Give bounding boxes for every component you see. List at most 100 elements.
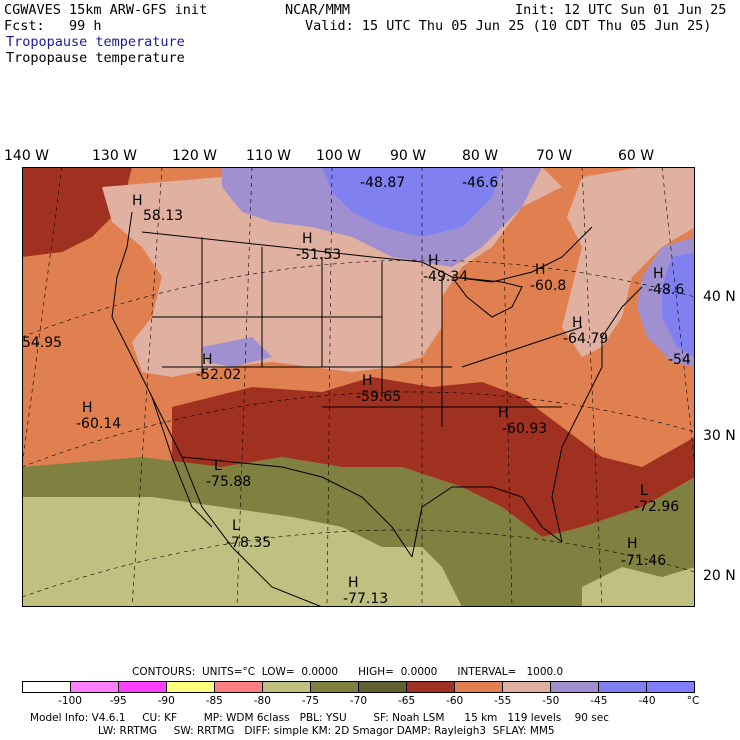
- extremum-value: -72.96: [634, 499, 680, 515]
- color-scale-tick-label: -50: [542, 695, 560, 707]
- boundaries: [111, 211, 643, 607]
- color-scale-swatch: [599, 682, 647, 692]
- graticule: [22, 167, 695, 607]
- lon-line: [326, 167, 333, 607]
- extremum-symbol: H: [348, 575, 359, 591]
- fill-region-light-olive-east: [582, 567, 695, 607]
- fill-region-blue-west: [202, 337, 272, 367]
- contours-info: CONTOURS: UNITS=°C LOW= 0.0000 HIGH= 0.0…: [132, 666, 564, 678]
- color-scale-tick-label: -100: [58, 695, 82, 707]
- extremum-value: -71.46: [621, 553, 667, 569]
- color-scale-bar: [22, 681, 695, 693]
- color-scale-swatch: [23, 682, 71, 692]
- color-scale-swatch: [71, 682, 119, 692]
- lat-label: 40 N: [703, 289, 736, 305]
- extremum-value: -60.14: [76, 416, 122, 432]
- lat-label: 30 N: [703, 428, 736, 444]
- color-scale-swatch: [551, 682, 599, 692]
- fill-region-blue-east-core: [662, 252, 695, 357]
- color-scale-swatch: [119, 682, 167, 692]
- extremum-value: 58.13: [143, 208, 184, 224]
- lat-line-20: [22, 529, 695, 598]
- extremum-symbol: H: [302, 231, 313, 247]
- extremum-symbol: H: [362, 373, 373, 389]
- color-scale-tick-label: -70: [349, 695, 368, 707]
- extremum-value: -52.02: [196, 367, 242, 383]
- color-scale-swatch: [647, 682, 694, 692]
- extremum-value: 54.95: [22, 335, 63, 351]
- lon-line: [581, 167, 603, 607]
- extremum-value: -54: [668, 352, 691, 368]
- extremum-symbol: H: [653, 266, 664, 282]
- lon-label: 90 W: [390, 148, 427, 164]
- extremum-value: -59.65: [356, 389, 402, 405]
- east-coast: [551, 286, 643, 543]
- gulf-coast: [411, 486, 563, 558]
- extremum-value: -64.79: [563, 331, 609, 347]
- color-scale-tick-label: -55: [494, 695, 512, 707]
- lat-line-40: [22, 259, 695, 338]
- model-info-line1: Model Info: V4.6.1 CU: KF MP: WDM 6class…: [30, 712, 609, 724]
- lon-line: [22, 167, 63, 468]
- lat-label: 20 N: [703, 568, 736, 584]
- color-scale-swatch: [263, 682, 311, 692]
- extremum-value: -77.13: [343, 591, 389, 607]
- color-scale-tick-label: -45: [590, 695, 608, 707]
- color-scale-swatch: [215, 682, 263, 692]
- lon-label: 100 W: [316, 148, 362, 164]
- fill-region-blue-north-core: [322, 167, 502, 237]
- extremum-value: -78.35: [226, 535, 272, 551]
- extremum-value: -60.8: [530, 278, 567, 294]
- extremum-symbol: H: [82, 400, 93, 416]
- lon-label: 140 W: [4, 148, 50, 164]
- color-scale-tick-label: -85: [205, 695, 223, 707]
- state-lines: [152, 237, 583, 427]
- extremum-symbol: L: [232, 518, 240, 534]
- extremum-symbol: H: [428, 253, 439, 269]
- lon-line: [501, 167, 513, 607]
- extremum-value: -60.93: [502, 421, 548, 437]
- lon-label: 80 W: [462, 148, 499, 164]
- color-scale-swatch: [455, 682, 503, 692]
- tropopause-temperature-map: [22, 167, 695, 607]
- fill-field-label: Tropopause temperature: [6, 50, 185, 66]
- forecast-hour: Fcst: 99 h: [4, 18, 102, 34]
- color-scale-swatch: [167, 682, 215, 692]
- extremum-symbol: H: [202, 352, 213, 368]
- lon-label: 110 W: [246, 148, 292, 164]
- valid-time: Valid: 15 UTC Thu 05 Jun 25 (10 CDT Thu …: [305, 18, 712, 34]
- lon-label: 60 W: [618, 148, 655, 164]
- lon-line: [661, 167, 695, 468]
- lon-line: [236, 167, 253, 607]
- color-scale-tick-label: -40: [638, 695, 656, 707]
- color-scale-swatch: [407, 682, 455, 692]
- extremum-symbol: H: [498, 405, 509, 421]
- extremum-symbol: L: [214, 458, 222, 474]
- extremum-value: -51.53: [296, 247, 342, 263]
- color-scale-tick-label: -95: [109, 695, 127, 707]
- color-scale-tick-label: -65: [397, 695, 416, 707]
- extremum-symbol: H: [535, 262, 546, 278]
- lat-line-30: [22, 391, 695, 468]
- color-scale-tick-label: -60: [446, 695, 464, 707]
- color-scale-tick-label: °C: [686, 695, 700, 707]
- contour-field-label: Tropopause temperature: [6, 34, 185, 50]
- lon-label: 130 W: [92, 148, 138, 164]
- great-lakes: [450, 276, 523, 318]
- color-scale-swatch: [311, 682, 359, 692]
- extremum-symbol: H: [627, 536, 638, 552]
- lon-label: 70 W: [536, 148, 573, 164]
- us-west-coast: [111, 211, 183, 458]
- mexico-outline: [181, 456, 323, 607]
- extremum-symbol: H: [132, 193, 143, 209]
- lon-label: 120 W: [172, 148, 218, 164]
- lon-line: [131, 167, 163, 607]
- color-scale-tick-label: -80: [253, 695, 271, 707]
- extremum-symbol: H: [572, 315, 583, 331]
- model-title: CGWAVES 15km ARW-GFS init: [4, 2, 208, 18]
- extremum-symbol: L: [640, 483, 648, 499]
- color-scale-swatch: [359, 682, 407, 692]
- extremum-value: -48.87: [360, 175, 406, 191]
- model-info-line2: LW: RRTMG SW: RRTMG DIFF: simple KM: 2D …: [98, 725, 555, 737]
- extremum-value: -46.6: [462, 175, 499, 191]
